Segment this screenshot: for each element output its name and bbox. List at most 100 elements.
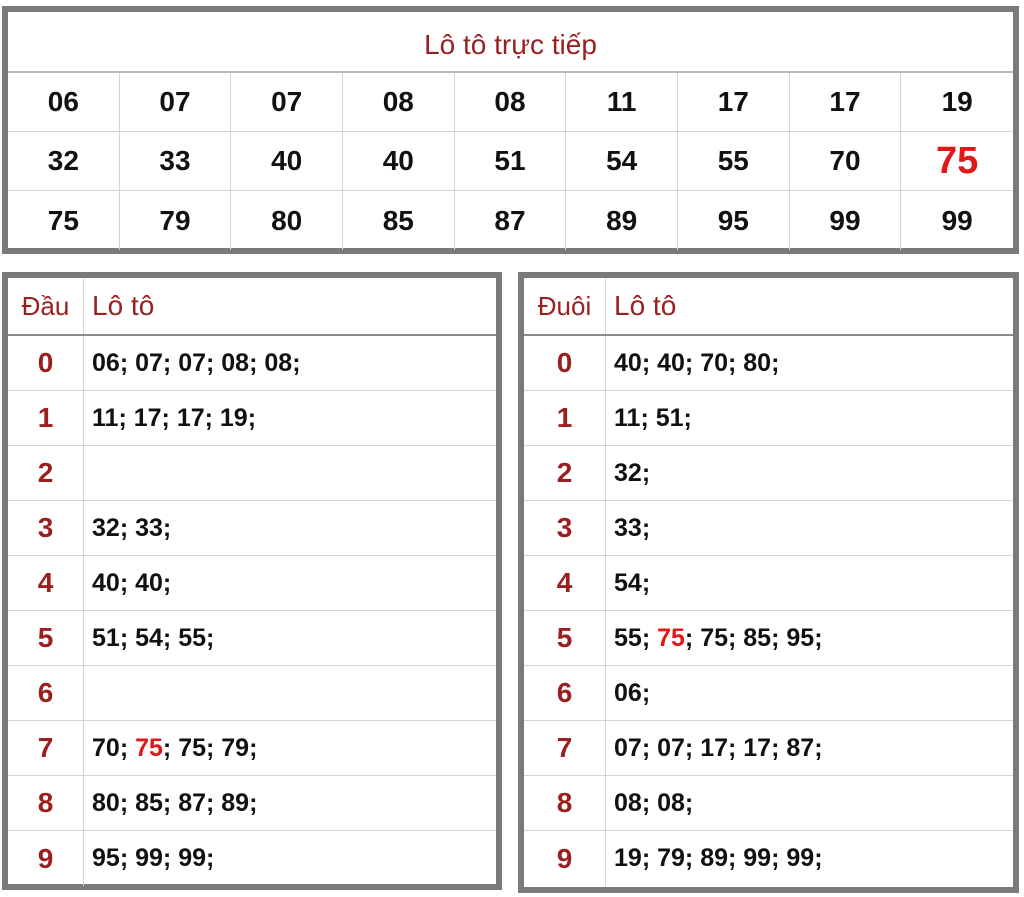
dau-header-value: Lô tô <box>92 290 155 321</box>
live-number: 08 <box>342 73 455 132</box>
duoi-row: 3 33; <box>524 501 1013 556</box>
loto-number: 17 <box>743 733 772 762</box>
loto-number: 99 <box>743 844 772 872</box>
live-loto-title: Lô tô trực tiếp <box>8 12 1013 73</box>
loto-number-highlighted: 75 <box>135 733 163 762</box>
live-loto-table: Lô tô trực tiếp 06 07 07 08 08 11 17 17 19 32 33 40… <box>2 6 1019 254</box>
dau-row: 4 40; 40; <box>8 556 496 611</box>
loto-number: 17 <box>176 403 205 432</box>
loto-number: 70 <box>92 733 120 762</box>
live-number: 55 <box>677 132 790 191</box>
dau-row-key: 2 <box>8 446 84 500</box>
loto-number: 19 <box>614 844 642 872</box>
duoi-table: Đuôi Lô tô 0 40; 40; 70; 80; 1 11; 51; 2 32… <box>518 272 1019 893</box>
duoi-row: 5 55; 75; 75; 85; 95; <box>524 611 1013 666</box>
loto-number: 08 <box>657 788 685 817</box>
loto-number: 11 <box>92 403 119 432</box>
live-number: 32 <box>8 132 120 191</box>
live-number: 79 <box>120 191 232 250</box>
live-number: 99 <box>790 191 902 250</box>
loto-number: 07 <box>135 348 163 377</box>
loto-number: 95 <box>786 623 815 652</box>
live-number: 89 <box>566 191 678 250</box>
loto-number: 79 <box>221 733 250 762</box>
dau-row-key: 8 <box>8 776 84 830</box>
loto-number: 06 <box>92 348 120 377</box>
loto-number: 33 <box>135 513 163 542</box>
live-number: 07 <box>231 73 343 132</box>
duoi-row: 6 06; <box>524 666 1013 721</box>
duoi-row: 2 32; <box>524 446 1013 501</box>
duoi-row-key: 7 <box>524 721 606 775</box>
live-number: 17 <box>789 73 902 132</box>
duoi-row-values: 07; 07; 17; 17; 87; <box>614 733 823 762</box>
live-number: 99 <box>941 204 973 236</box>
loto-number: 85 <box>743 623 772 652</box>
loto-number: 80 <box>92 788 120 817</box>
duoi-table-body: 0 40; 40; 70; 80; 1 11; 51; 2 32; 3 33; 4 54;… <box>524 336 1013 886</box>
dau-row: 9 95; 99; 99; <box>8 831 496 886</box>
loto-number: 11 <box>614 403 641 432</box>
duoi-row: 4 54; <box>524 556 1013 611</box>
duoi-row-values: 33; <box>614 513 651 542</box>
live-number: 80 <box>231 191 343 250</box>
dau-row-key: 7 <box>8 721 84 775</box>
loto-number: 54 <box>614 568 642 597</box>
dau-row: 3 32; 33; <box>8 501 496 556</box>
dau-row: 8 80; 85; 87; 89; <box>8 776 496 831</box>
loto-number: 08 <box>264 348 293 377</box>
duoi-row: 0 40; 40; 70; 80; <box>524 336 1013 391</box>
dau-table-header: Đầu Lô tô <box>8 278 496 336</box>
live-number: 11 <box>566 73 678 132</box>
loto-number: 75 <box>700 623 728 652</box>
loto-number: 06 <box>614 678 642 707</box>
duoi-row-key: 1 <box>524 391 606 445</box>
loto-number: 07 <box>657 733 685 762</box>
dau-row-values: 06; 07; 07; 08; 08; <box>92 348 301 377</box>
live-number: 17 <box>677 73 790 132</box>
live-number: 54 <box>566 132 678 191</box>
loto-number: 19 <box>219 403 248 432</box>
dau-row-key: 0 <box>8 336 84 390</box>
duoi-row-key: 9 <box>524 831 606 886</box>
live-number: 40 <box>342 132 455 191</box>
dau-row-key: 4 <box>8 556 84 610</box>
duoi-row-values: 54; <box>614 568 651 597</box>
duoi-row-key: 5 <box>524 611 606 665</box>
loto-number: 55 <box>614 623 642 652</box>
live-number: 40 <box>231 132 343 191</box>
dau-row: 5 51; 54; 55; <box>8 611 496 666</box>
duoi-row-key: 6 <box>524 666 606 720</box>
live-number: 75 <box>8 191 120 250</box>
loto-number: 08 <box>221 348 250 377</box>
duoi-row-values: 19; 79; 89; 99; 99; <box>614 844 823 872</box>
live-number: 85 <box>343 191 455 250</box>
loto-number: 08 <box>614 788 642 817</box>
duoi-row-key: 8 <box>524 776 606 830</box>
loto-number: 99 <box>178 844 206 872</box>
loto-number: 70 <box>700 348 728 377</box>
dau-row-values: 11; 17; 17; 19; <box>92 403 257 432</box>
dau-row: 0 06; 07; 07; 08; 08; <box>8 336 496 391</box>
live-loto-grid: 06 07 07 08 08 11 17 17 19 32 33 40 40 51 54 55 70 75 75 79… <box>8 73 1013 250</box>
loto-number: 17 <box>133 403 162 432</box>
duoi-row: 8 08; 08; <box>524 776 1013 831</box>
loto-number: 79 <box>657 844 685 872</box>
dau-row-key: 5 <box>8 611 84 665</box>
live-number: 51 <box>454 132 567 191</box>
duoi-header-value: Lô tô <box>614 290 677 321</box>
loto-number: 32 <box>614 458 642 487</box>
dau-row-values: 51; 54; 55; <box>92 623 215 652</box>
duoi-row-values: 40; 40; 70; 80; <box>614 348 780 377</box>
dau-row: 1 11; 17; 17; 19; <box>8 391 496 446</box>
dau-row-values: 80; 85; 87; 89; <box>92 788 258 817</box>
dau-row-values: 32; 33; <box>92 513 172 542</box>
duoi-table-header: Đuôi Lô tô <box>524 278 1013 336</box>
duoi-row-key: 3 <box>524 501 606 555</box>
live-number: 33 <box>119 132 232 191</box>
live-number: 95 <box>678 191 790 250</box>
loto-number: 51 <box>655 403 684 432</box>
loto-number: 07 <box>614 733 642 762</box>
loto-number: 51 <box>92 623 120 652</box>
